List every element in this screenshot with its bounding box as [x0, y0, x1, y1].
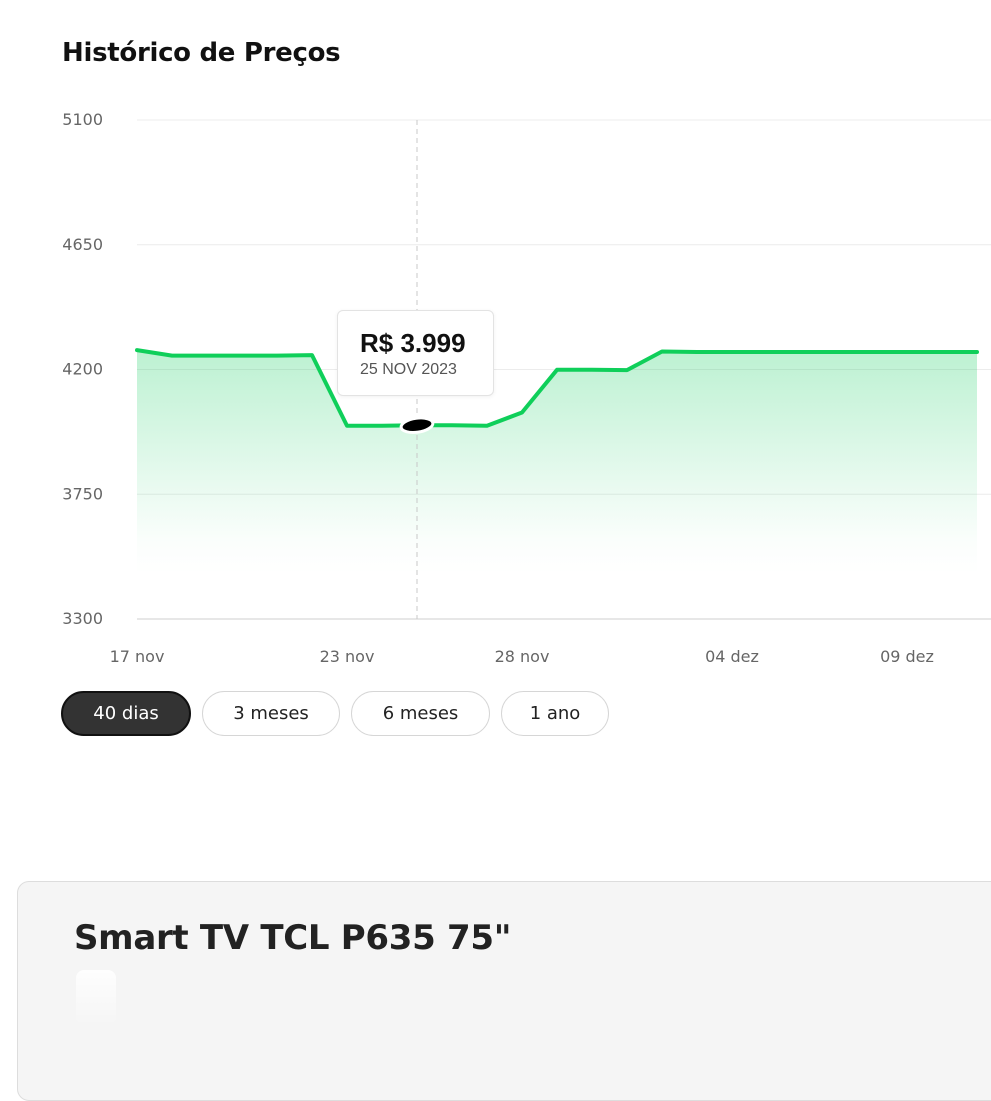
- y-tick-label: 3300: [62, 609, 103, 628]
- product-image: [76, 970, 116, 1025]
- x-tick-label: 04 dez: [705, 647, 759, 666]
- product-card: Smart TV TCL P635 75": [17, 881, 991, 1101]
- y-tick-label: 4200: [62, 360, 103, 379]
- tooltip-date: 25 NOV 2023: [360, 361, 457, 378]
- page-title: Histórico de Preços: [62, 38, 341, 68]
- y-tick-label: 4650: [62, 235, 103, 254]
- x-tick-label: 09 dez: [880, 647, 934, 666]
- y-tick-label: 5100: [62, 110, 103, 129]
- range-selector: 40 dias 3 meses 6 meses 1 ano: [61, 691, 609, 736]
- range-6-months-button[interactable]: 6 meses: [351, 691, 490, 736]
- x-tick-label: 23 nov: [320, 647, 375, 666]
- x-tick-label: 17 nov: [110, 647, 165, 666]
- price-area-fill: [137, 350, 977, 575]
- hover-marker[interactable]: [399, 416, 435, 435]
- price-tooltip: R$ 3.999 25 NOV 2023: [337, 310, 494, 396]
- range-40-days-button[interactable]: 40 dias: [61, 691, 191, 736]
- price-history-chart: 5100 4650 4200 3750 3300 17 nov 23 nov 28 nov 0…: [62, 110, 991, 666]
- y-tick-label: 3750: [62, 484, 103, 503]
- product-title: Smart TV TCL P635 75": [74, 918, 512, 958]
- x-tick-label: 28 nov: [495, 647, 550, 666]
- tooltip-price: R$ 3.999: [360, 328, 466, 358]
- range-3-months-button[interactable]: 3 meses: [202, 691, 340, 736]
- range-1-year-button[interactable]: 1 ano: [501, 691, 609, 736]
- price-line: [135, 348, 979, 428]
